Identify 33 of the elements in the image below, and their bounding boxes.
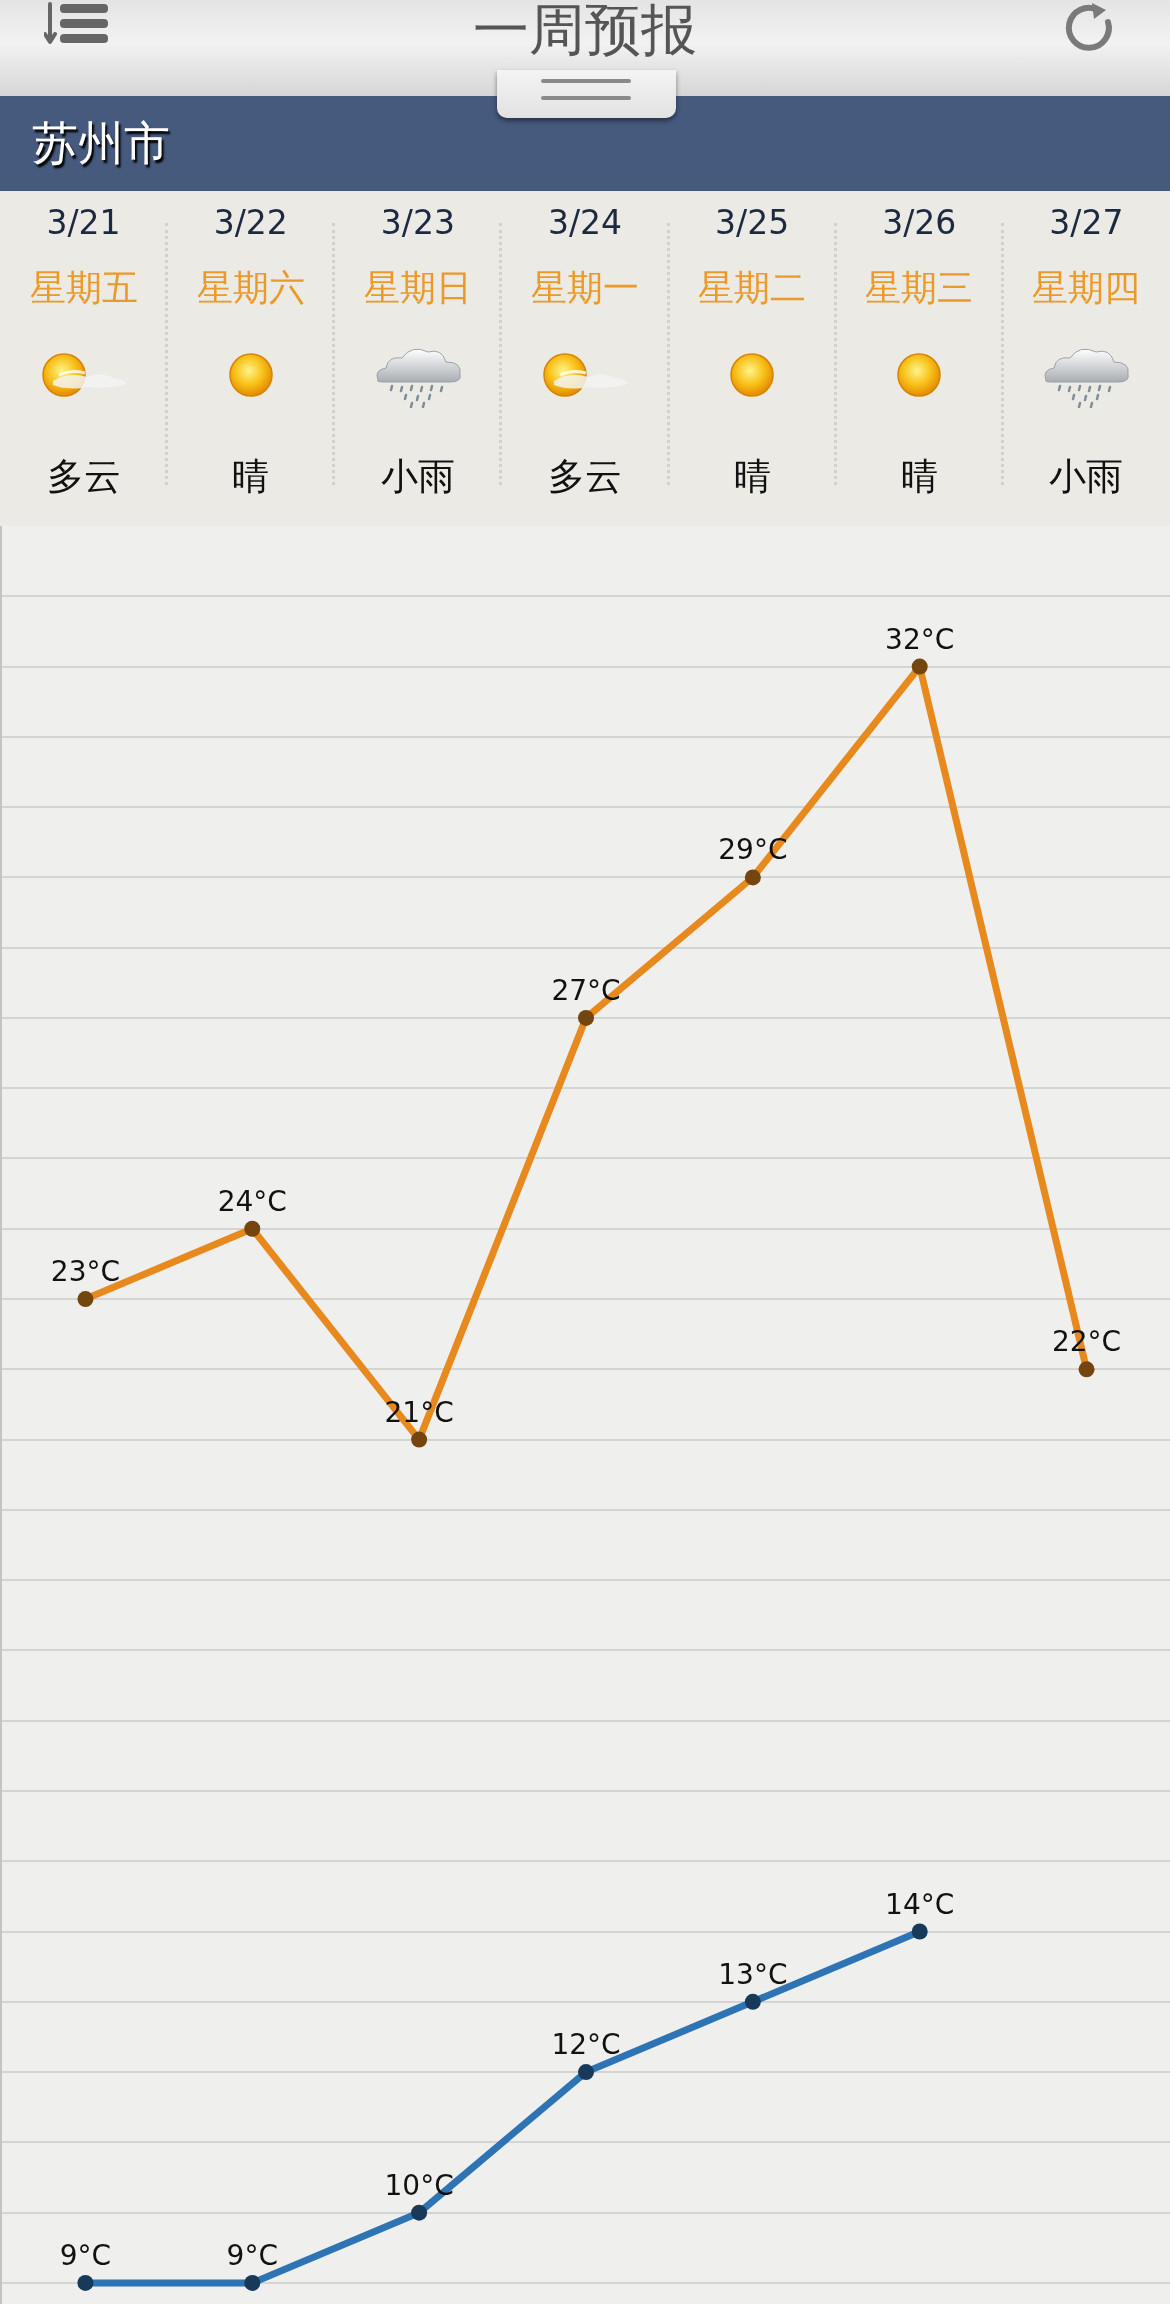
x-tick-label: 3/23: [380, 202, 455, 244]
text: 星期三: [865, 267, 974, 309]
text: 星期六: [196, 267, 305, 309]
text: 多云: [46, 455, 121, 499]
x-tick-label: 3/22: [213, 202, 288, 244]
data-label: 13°C: [718, 1957, 788, 1991]
x-tick-label: 3/27: [1049, 202, 1124, 244]
data-label: 32°C: [885, 622, 955, 656]
city-bar: 苏州市: [0, 96, 1170, 191]
data-label: 9°C: [226, 2238, 278, 2272]
text: 晴: [733, 455, 771, 499]
text: 星期一: [531, 267, 639, 309]
text: 晴: [900, 455, 938, 499]
chart-title: 一周预报: [472, 0, 698, 62]
text: 星期四: [1032, 267, 1141, 309]
data-label: 27°C: [551, 973, 621, 1007]
data-label: 23°C: [50, 1255, 121, 1289]
text: 多云: [548, 455, 622, 499]
x-tick-label: 3/25: [715, 202, 790, 244]
x-tick-label: 3/21: [46, 202, 121, 244]
x-tick-label: 3/24: [547, 202, 623, 244]
text: 星期二: [698, 267, 807, 309]
x-tick-label: 3/26: [882, 202, 957, 244]
text: 星期五: [29, 267, 138, 309]
text: 小雨: [380, 455, 455, 499]
text: 晴: [232, 455, 270, 499]
text: 小雨: [1049, 455, 1124, 499]
data-label: 14°C: [885, 1887, 955, 1921]
data-label: 9°C: [59, 2238, 112, 2272]
text: 星期日: [363, 267, 472, 309]
data-label: 24°C: [217, 1184, 287, 1218]
data-label: 12°C: [551, 2028, 621, 2062]
chart-subtitle: 苏州市: [32, 116, 170, 170]
